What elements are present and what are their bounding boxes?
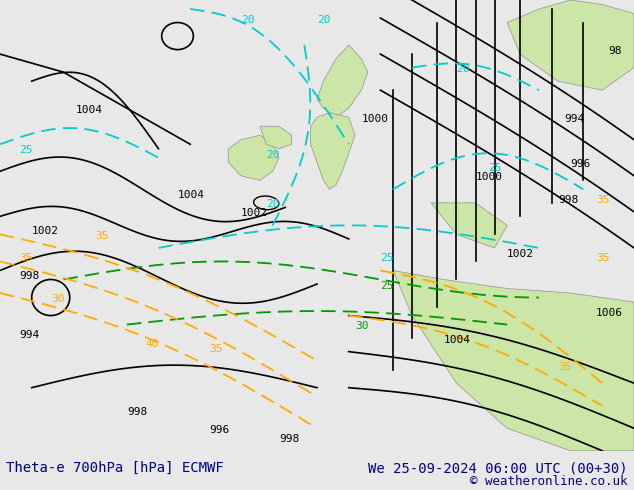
Text: Theta-e 700hPa [hPa] ECMWF: Theta-e 700hPa [hPa] ECMWF — [6, 462, 224, 475]
Text: 998: 998 — [19, 271, 39, 281]
Text: © weatheronline.co.uk: © weatheronline.co.uk — [470, 475, 628, 488]
Text: 998: 998 — [127, 407, 147, 416]
Text: 998: 998 — [279, 434, 299, 444]
Text: 30: 30 — [355, 321, 368, 331]
Polygon shape — [431, 203, 507, 248]
Text: 996: 996 — [571, 159, 591, 169]
Text: 30: 30 — [51, 294, 64, 304]
Text: 25: 25 — [380, 253, 394, 264]
Text: 20: 20 — [266, 150, 280, 160]
Polygon shape — [317, 45, 368, 117]
Text: 35: 35 — [596, 253, 609, 264]
Text: 1002: 1002 — [241, 208, 268, 219]
Text: 98: 98 — [609, 46, 622, 56]
Text: 1002: 1002 — [32, 226, 59, 236]
Text: 1002: 1002 — [507, 249, 534, 259]
Text: 25: 25 — [488, 163, 501, 173]
Text: 1000: 1000 — [361, 114, 389, 123]
Text: 998: 998 — [558, 195, 578, 205]
Text: 35: 35 — [558, 362, 571, 371]
Text: 35: 35 — [209, 343, 223, 354]
Text: 20: 20 — [266, 199, 280, 209]
Polygon shape — [260, 126, 292, 149]
Text: 994: 994 — [19, 330, 39, 340]
Text: 35: 35 — [19, 253, 32, 264]
Text: 20: 20 — [241, 15, 254, 24]
Text: 996: 996 — [209, 425, 230, 435]
Text: 35: 35 — [95, 231, 108, 241]
Text: 35: 35 — [596, 195, 609, 205]
Text: 994: 994 — [564, 114, 585, 123]
Text: 1004: 1004 — [444, 335, 471, 344]
Text: 1000: 1000 — [476, 172, 503, 182]
Text: 20: 20 — [317, 15, 330, 24]
Text: We 25-09-2024 06:00 UTC (00+30): We 25-09-2024 06:00 UTC (00+30) — [368, 462, 628, 475]
Polygon shape — [507, 0, 634, 90]
Text: 1004: 1004 — [76, 105, 103, 115]
Text: 1004: 1004 — [178, 190, 205, 200]
Text: 25: 25 — [380, 280, 394, 291]
Text: 20: 20 — [456, 64, 470, 74]
Text: 1006: 1006 — [596, 308, 623, 318]
Text: 25: 25 — [19, 145, 32, 155]
Text: 40: 40 — [146, 339, 159, 349]
Polygon shape — [311, 113, 355, 189]
Polygon shape — [228, 135, 279, 180]
Polygon shape — [393, 270, 634, 451]
